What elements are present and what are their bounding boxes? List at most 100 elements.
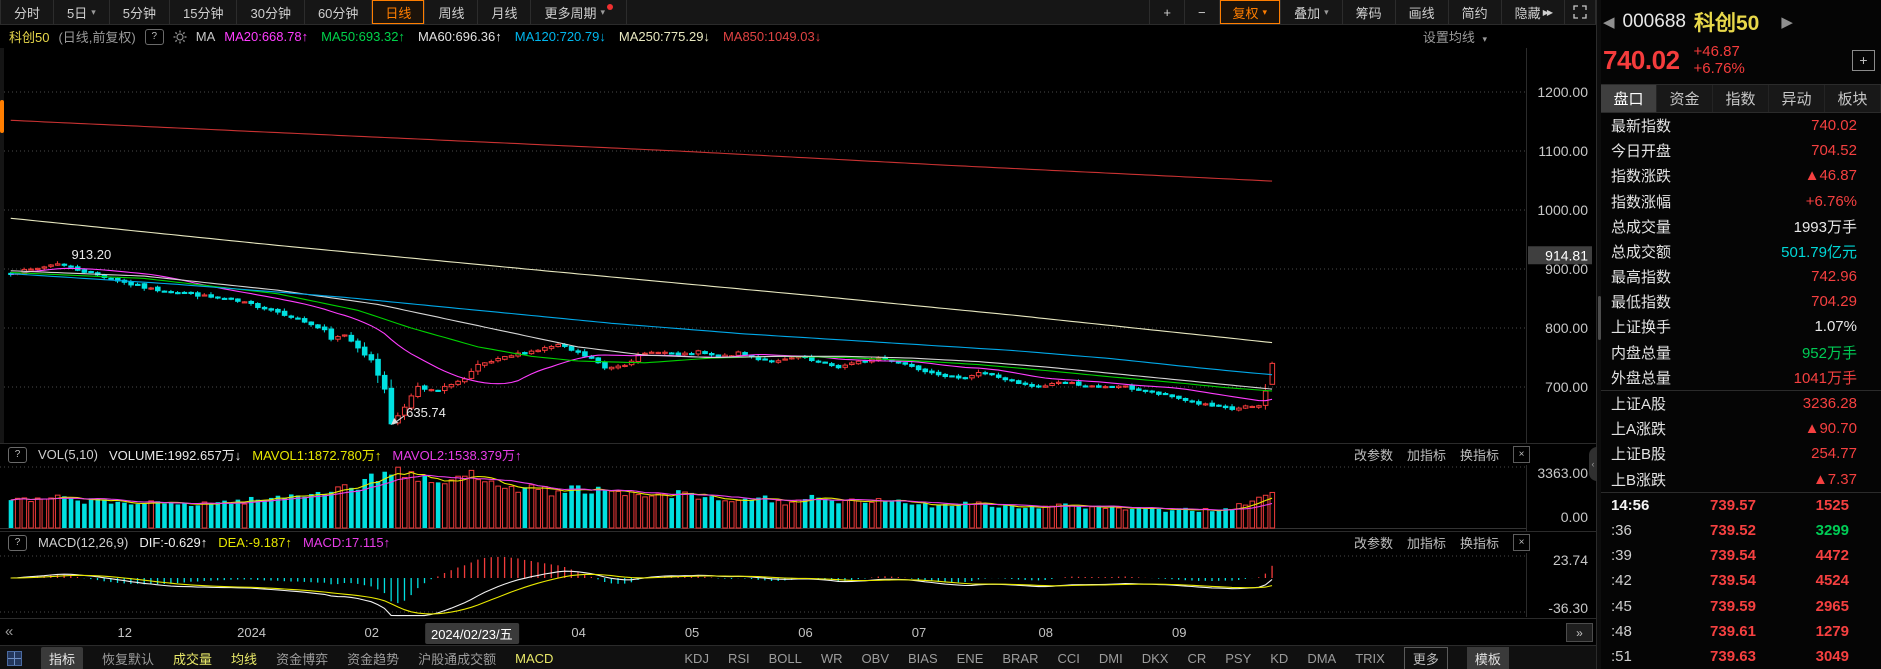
quote-tab-资金[interactable]: 资金	[1657, 84, 1713, 112]
indicator-tab-DMA[interactable]: DMA	[1307, 650, 1337, 666]
date-tick: 2024	[237, 625, 267, 640]
svg-text:914.81: 914.81	[1545, 247, 1588, 263]
pane-tool-换指标[interactable]: 换指标	[1459, 448, 1499, 463]
ma-settings-button[interactable]: 设置均线 ▾	[1422, 30, 1487, 45]
tool-button-复权[interactable]: 复权 ▾	[1219, 0, 1282, 24]
indicator-tab-沪股通成交额[interactable]: 沪股通成交额	[418, 651, 497, 667]
help-icon[interactable]: ?	[8, 446, 27, 463]
period-button-日线[interactable]: 日线	[372, 0, 426, 24]
period-button-月线[interactable]: 月线	[478, 0, 532, 24]
indicator-tab-恢复默认[interactable]: 恢复默认	[102, 651, 155, 667]
last-price: 740.02	[1603, 44, 1680, 75]
template-button[interactable]: 模板	[1466, 646, 1509, 669]
quote-row-label: 最新指数	[1611, 117, 1672, 135]
help-icon[interactable]: ?	[8, 534, 27, 551]
indicator-tab-ENE[interactable]: ENE	[956, 650, 984, 666]
indicator-tab-KDJ[interactable]: KDJ	[684, 650, 709, 666]
fullscreen-icon[interactable]	[1565, 0, 1596, 24]
period-button-周线[interactable]: 周线	[425, 0, 479, 24]
tick-price: 739.54	[1710, 572, 1756, 590]
period-button-30分钟[interactable]: 30分钟	[237, 0, 305, 24]
indicator-tab-OBV[interactable]: OBV	[861, 650, 890, 666]
candlestick-chart[interactable]: 1200.00 1100.00 1000.00 900.00 800.00 700.00 9…	[0, 48, 1596, 443]
ma-value: MA20:668.78↑	[224, 29, 309, 44]
indicator-tab-KD[interactable]: KD	[1270, 650, 1289, 666]
period-button-5分钟[interactable]: 5分钟	[110, 0, 171, 24]
indicator-tab-资金趋势[interactable]: 资金趋势	[347, 651, 400, 667]
pane-tool-加指标[interactable]: 加指标	[1406, 536, 1446, 551]
quote-row-label: 最低指数	[1611, 294, 1672, 312]
quote-tab-指数[interactable]: 指数	[1713, 84, 1769, 112]
tick-time: :51	[1611, 647, 1632, 665]
indicator-tab-BRAR[interactable]: BRAR	[1002, 650, 1039, 666]
indicator-tab-CCI[interactable]: CCI	[1057, 650, 1080, 666]
period-button-60分钟[interactable]: 60分钟	[305, 0, 373, 24]
tick-row: :51 739.63 3049	[1601, 644, 1881, 669]
tool-button-简约[interactable]: 简约	[1449, 0, 1502, 24]
scroll-right-icon[interactable]: »	[1566, 623, 1593, 642]
left-scroll-marker[interactable]	[0, 100, 4, 133]
index-summary-rows: 上证A股 3236.28 上A涨跌 ▲90.70 上证B股 254.77 上B涨跌 ▲7.37	[1601, 391, 1881, 492]
indicator-tab-均线[interactable]: 均线	[231, 651, 258, 667]
period-button-分时[interactable]: 分时	[0, 0, 55, 24]
left-scroll-track[interactable]	[0, 48, 4, 443]
indicator-menu-button[interactable]: 指标	[41, 646, 84, 669]
grid-icon[interactable]	[7, 650, 22, 666]
gear-icon[interactable]	[173, 30, 187, 44]
period-button-5日[interactable]: 5日 ▾	[54, 0, 110, 24]
tick-row: :39 739.54 4472	[1601, 543, 1881, 568]
indicator-tab-BOLL[interactable]: BOLL	[768, 650, 802, 666]
indicator-tab-TRIX[interactable]: TRIX	[1355, 650, 1385, 666]
pane-tool-改参数[interactable]: 改参数	[1353, 448, 1393, 463]
pane-tool-加指标[interactable]: 加指标	[1406, 448, 1446, 463]
date-tick-cursor[interactable]: 2024/02/23/五	[424, 623, 519, 644]
chart-toolbar: 分时 5日 ▾ 5分钟 15分钟 30分钟 60分钟 日线 周线 月线 更多周期 ▾ + − 复权 ▾ 叠加 ▾…	[0, 0, 1596, 25]
quote-row: 最低指数 704.29	[1601, 289, 1881, 314]
quote-row-value: 740.02	[1811, 116, 1857, 134]
macd-chart[interactable]: 23.74 -36.30	[0, 553, 1596, 617]
panel-collapse-handle[interactable]: ‹	[1589, 447, 1597, 481]
chevron-down-icon: ▾	[91, 6, 96, 17]
indicator-tab-BIAS[interactable]: BIAS	[908, 650, 938, 666]
more-indicators-button[interactable]: 更多	[1403, 646, 1448, 669]
pane-tool-改参数[interactable]: 改参数	[1353, 536, 1393, 551]
pane-tool-换指标[interactable]: 换指标	[1459, 536, 1499, 551]
tool-button-+[interactable]: +	[1149, 0, 1185, 24]
tool-button-−[interactable]: −	[1185, 0, 1220, 24]
indicator-tab-PSY[interactable]: PSY	[1225, 650, 1252, 666]
next-stock-icon[interactable]: ▶	[1781, 13, 1793, 31]
add-to-watchlist-button[interactable]: +	[1852, 49, 1875, 71]
close-pane-icon[interactable]: ×	[1513, 534, 1530, 551]
tick-time: :36	[1611, 521, 1632, 539]
indicator-tab-资金博弈[interactable]: 资金博弈	[276, 651, 329, 667]
divider-scroll-handle[interactable]	[1598, 296, 1601, 340]
period-button-15分钟[interactable]: 15分钟	[170, 0, 238, 24]
indicator-tab-WR[interactable]: WR	[820, 650, 843, 666]
quote-row: 指数涨跌 ▲46.87	[1601, 163, 1881, 188]
tick-row: 14:56 739.57 1525	[1601, 493, 1881, 518]
quote-tab-板块[interactable]: 板块	[1825, 84, 1881, 112]
indicator-tab-成交量[interactable]: 成交量	[173, 651, 213, 667]
indicator-tab-DKX[interactable]: DKX	[1141, 650, 1169, 666]
volume-chart[interactable]: 3363.00 0.00	[0, 465, 1596, 531]
scroll-left-icon[interactable]: «	[5, 623, 14, 640]
prev-stock-icon[interactable]: ◀	[1603, 13, 1615, 31]
quote-tab-盘口[interactable]: 盘口	[1601, 84, 1657, 112]
quote-row: 外盘总量 1041万手	[1601, 365, 1881, 390]
quote-row-value: 1993万手	[1793, 218, 1857, 236]
indicator-tab-RSI[interactable]: RSI	[727, 650, 750, 666]
indicator-tab-MACD[interactable]: MACD	[515, 650, 554, 666]
quote-tab-异动[interactable]: 异动	[1769, 84, 1825, 112]
indicator-tab-CR[interactable]: CR	[1187, 650, 1207, 666]
tool-button-筹码[interactable]: 筹码	[1343, 0, 1396, 24]
panel-divider[interactable]	[1596, 0, 1601, 669]
period-button-更多周期[interactable]: 更多周期 ▾	[531, 0, 628, 24]
tool-button-叠加[interactable]: 叠加 ▾	[1281, 0, 1343, 24]
tool-button-隐藏[interactable]: 隐藏 ▶▶	[1502, 0, 1565, 24]
ma-value: MA120:720.79↓	[514, 29, 606, 44]
indicator-tab-DMI[interactable]: DMI	[1098, 650, 1123, 666]
help-icon[interactable]: ?	[144, 28, 164, 45]
close-pane-icon[interactable]: ×	[1513, 446, 1530, 463]
indicator-value: MAVOL1:1872.780万↑	[252, 448, 382, 463]
tool-button-画线[interactable]: 画线	[1396, 0, 1449, 24]
